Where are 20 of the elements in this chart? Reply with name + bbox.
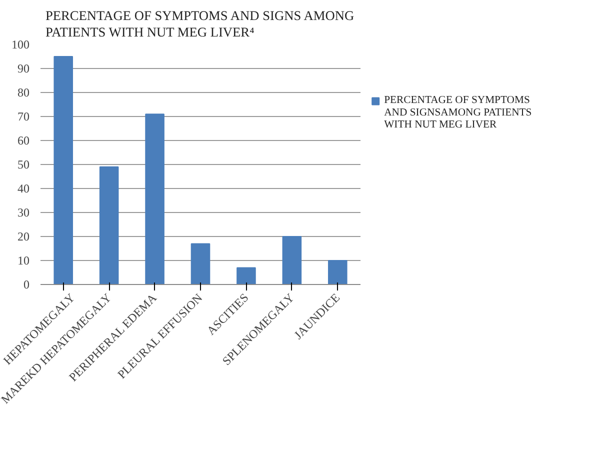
y-tick-label: 50 <box>18 158 30 172</box>
bar <box>236 267 256 284</box>
bar <box>54 56 73 284</box>
chart-title: PERCENTAGE OF SYMPTOMS AND SIGNS AMONG PATIENTS WITH NUT MEG LIVER⁴ <box>45 8 354 40</box>
legend-label: PERCENTAGE OF SYMPTOMS AND SIGNSAMONG PATIENTS WITH NUT MEG LIVER <box>384 95 532 130</box>
y-tick-label: 90 <box>18 62 30 76</box>
y-tick-label: 80 <box>18 86 30 100</box>
bar <box>99 166 119 284</box>
y-tick-label: 100 <box>12 38 30 52</box>
y-tick-label: 70 <box>18 110 30 124</box>
bar <box>190 243 210 284</box>
y-tick-label: 0 <box>24 278 30 292</box>
bar <box>145 114 164 284</box>
bar <box>282 236 302 284</box>
y-tick-label: 10 <box>18 254 30 268</box>
y-tick-label: 60 <box>18 134 30 148</box>
y-tick-label: 30 <box>18 206 30 220</box>
y-tick-label: 20 <box>18 230 30 244</box>
bar <box>328 260 348 284</box>
y-tick-label: 40 <box>18 182 30 196</box>
